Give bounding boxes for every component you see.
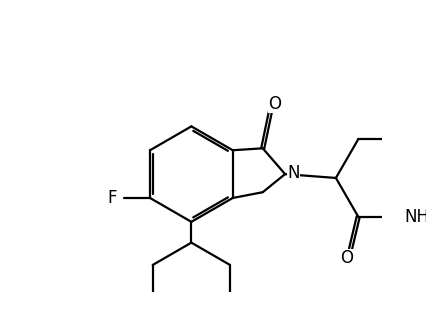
Text: N: N	[287, 164, 300, 182]
Text: F: F	[107, 189, 117, 207]
Text: NH: NH	[404, 208, 426, 226]
Text: O: O	[268, 95, 281, 113]
Text: O: O	[340, 249, 353, 267]
